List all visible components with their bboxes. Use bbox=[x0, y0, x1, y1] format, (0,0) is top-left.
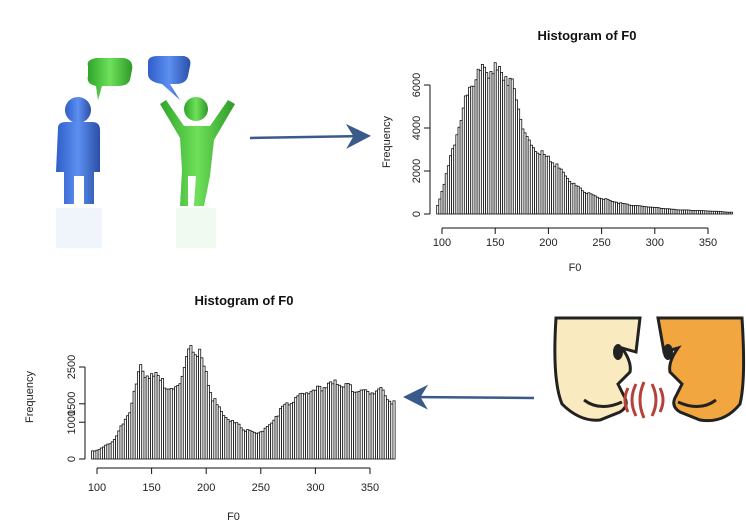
x-tick-label: 100 bbox=[433, 237, 451, 249]
y-axis-label: Frequency bbox=[24, 371, 36, 423]
y-tick-label: 2500 bbox=[66, 355, 78, 379]
y-tick-label: 0 bbox=[411, 211, 423, 217]
histogram-top: 100 150 200 250 300 350 0 2000 4000 6000 Histogram… bbox=[381, 28, 733, 274]
x-tick-label: 250 bbox=[252, 482, 270, 494]
x-tick-label: 200 bbox=[197, 482, 215, 494]
arrow-left-icon bbox=[403, 384, 535, 410]
x-axis-label: F0 bbox=[569, 262, 582, 274]
x-tick-label: 350 bbox=[699, 237, 717, 249]
x-tick-label: 200 bbox=[539, 237, 557, 249]
x-tick-label: 100 bbox=[88, 482, 106, 494]
y-tick-label: 1000 bbox=[66, 410, 78, 434]
histogram-bar bbox=[729, 211, 733, 215]
x-tick-label: 250 bbox=[592, 237, 610, 249]
chart-title: Histogram of F0 bbox=[195, 293, 294, 308]
y-axis-label: Frequency bbox=[381, 116, 393, 168]
histogram-bars bbox=[436, 62, 733, 215]
two-faces-speaking-icon bbox=[553, 316, 746, 423]
x-axis: 100 150 200 250 300 350 bbox=[433, 227, 717, 249]
y-tick-label: 2000 bbox=[411, 159, 423, 183]
histogram-bar bbox=[392, 400, 396, 460]
x-axis: 100 150 200 250 300 350 bbox=[88, 467, 379, 494]
y-tick-label: 1500 bbox=[66, 392, 78, 416]
chart-title: Histogram of F0 bbox=[538, 28, 637, 43]
y-tick-label: 0 bbox=[66, 456, 78, 462]
y-tick-label: 6000 bbox=[411, 73, 423, 97]
x-tick-label: 350 bbox=[361, 482, 379, 494]
y-tick-label: 4000 bbox=[411, 116, 423, 140]
x-tick-label: 300 bbox=[646, 237, 664, 249]
two-people-talking-icon bbox=[56, 56, 235, 248]
x-tick-label: 150 bbox=[486, 237, 504, 249]
y-axis: 0 2000 4000 6000 bbox=[411, 73, 431, 217]
x-tick-label: 300 bbox=[306, 482, 324, 494]
x-tick-label: 150 bbox=[142, 482, 160, 494]
arrow-right-icon bbox=[249, 123, 371, 149]
x-axis-label: F0 bbox=[227, 511, 240, 523]
histogram-bars bbox=[91, 345, 396, 460]
